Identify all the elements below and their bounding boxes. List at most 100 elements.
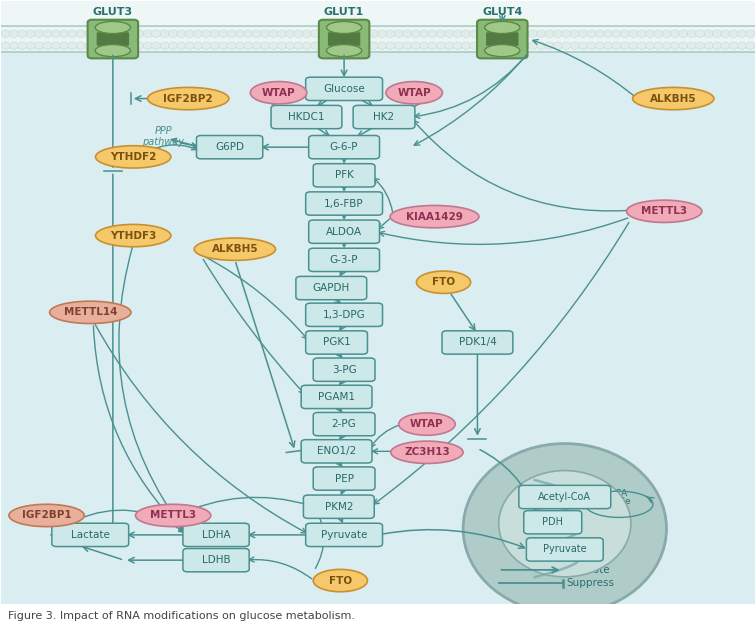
Ellipse shape [417, 271, 471, 293]
Text: METTL14: METTL14 [64, 308, 117, 318]
Ellipse shape [369, 30, 378, 37]
FancyBboxPatch shape [271, 105, 342, 129]
Ellipse shape [411, 42, 420, 49]
Ellipse shape [319, 42, 328, 49]
Ellipse shape [603, 42, 612, 49]
Ellipse shape [277, 30, 287, 37]
Ellipse shape [485, 21, 520, 34]
Ellipse shape [1, 42, 10, 49]
Ellipse shape [662, 42, 671, 49]
Ellipse shape [35, 30, 44, 37]
Ellipse shape [227, 30, 236, 37]
Ellipse shape [391, 441, 463, 464]
Ellipse shape [386, 30, 395, 37]
Ellipse shape [746, 42, 755, 49]
Ellipse shape [612, 30, 621, 37]
Ellipse shape [738, 30, 747, 37]
Ellipse shape [378, 30, 387, 37]
Ellipse shape [352, 42, 361, 49]
FancyBboxPatch shape [183, 524, 249, 547]
Ellipse shape [277, 42, 287, 49]
Ellipse shape [18, 42, 26, 49]
Ellipse shape [9, 42, 18, 49]
Ellipse shape [250, 82, 307, 104]
Ellipse shape [177, 42, 186, 49]
FancyBboxPatch shape [353, 105, 415, 129]
Ellipse shape [463, 444, 667, 613]
FancyBboxPatch shape [308, 220, 380, 243]
Ellipse shape [261, 30, 270, 37]
Ellipse shape [194, 238, 275, 260]
Ellipse shape [486, 30, 495, 37]
Ellipse shape [243, 30, 253, 37]
Text: ALKBH5: ALKBH5 [212, 244, 259, 254]
Ellipse shape [562, 42, 571, 49]
Ellipse shape [344, 30, 353, 37]
Ellipse shape [486, 42, 495, 49]
Ellipse shape [218, 30, 228, 37]
Ellipse shape [160, 30, 169, 37]
Ellipse shape [436, 30, 445, 37]
Ellipse shape [185, 30, 194, 37]
FancyBboxPatch shape [305, 77, 383, 100]
Ellipse shape [578, 30, 587, 37]
FancyBboxPatch shape [442, 331, 513, 354]
Ellipse shape [528, 30, 538, 37]
Ellipse shape [118, 42, 127, 49]
Text: Acetyl-CoA: Acetyl-CoA [538, 492, 591, 502]
FancyBboxPatch shape [308, 248, 380, 271]
Ellipse shape [118, 30, 127, 37]
Ellipse shape [629, 42, 638, 49]
Text: WTAP: WTAP [398, 88, 431, 98]
Ellipse shape [202, 42, 211, 49]
Ellipse shape [327, 30, 336, 37]
Text: KIAA1429: KIAA1429 [406, 212, 463, 222]
FancyBboxPatch shape [477, 20, 528, 59]
Ellipse shape [135, 30, 144, 37]
Ellipse shape [60, 42, 69, 49]
FancyBboxPatch shape [524, 510, 582, 534]
FancyBboxPatch shape [308, 135, 380, 159]
Ellipse shape [243, 42, 253, 49]
Ellipse shape [528, 42, 538, 49]
Ellipse shape [595, 30, 604, 37]
Ellipse shape [101, 30, 110, 37]
Ellipse shape [499, 470, 631, 577]
FancyBboxPatch shape [301, 385, 372, 409]
FancyBboxPatch shape [486, 32, 519, 46]
Ellipse shape [319, 30, 328, 37]
Ellipse shape [253, 42, 261, 49]
Ellipse shape [603, 30, 612, 37]
Ellipse shape [194, 30, 203, 37]
Ellipse shape [562, 30, 571, 37]
Ellipse shape [403, 30, 412, 37]
Text: GLUT4: GLUT4 [482, 7, 522, 17]
Ellipse shape [671, 42, 680, 49]
Ellipse shape [152, 42, 161, 49]
Ellipse shape [93, 30, 102, 37]
Ellipse shape [679, 30, 688, 37]
FancyBboxPatch shape [197, 135, 263, 159]
Ellipse shape [286, 30, 295, 37]
Ellipse shape [294, 30, 303, 37]
Ellipse shape [327, 21, 361, 34]
Ellipse shape [9, 30, 18, 37]
Text: G-3-P: G-3-P [330, 255, 358, 265]
Ellipse shape [469, 30, 479, 37]
Text: METTL3: METTL3 [150, 510, 197, 520]
Ellipse shape [445, 30, 454, 37]
Ellipse shape [1, 30, 10, 37]
Ellipse shape [730, 42, 738, 49]
Ellipse shape [395, 30, 404, 37]
Ellipse shape [51, 42, 60, 49]
Ellipse shape [18, 30, 26, 37]
Text: YTHDF2: YTHDF2 [110, 152, 156, 162]
Ellipse shape [485, 44, 520, 57]
Ellipse shape [344, 42, 353, 49]
Ellipse shape [50, 301, 131, 323]
Ellipse shape [85, 42, 94, 49]
Ellipse shape [696, 30, 705, 37]
Text: ENO1/2: ENO1/2 [317, 446, 356, 456]
Ellipse shape [595, 42, 604, 49]
Ellipse shape [478, 30, 487, 37]
